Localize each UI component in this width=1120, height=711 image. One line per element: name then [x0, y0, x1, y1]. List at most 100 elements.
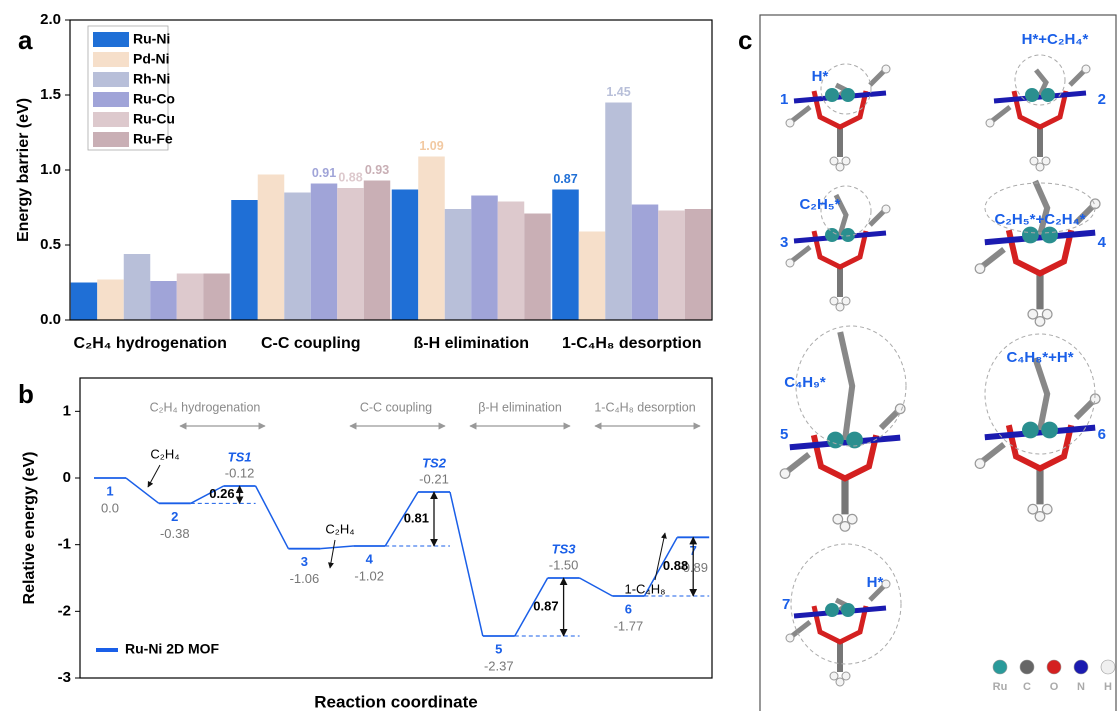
atom [1022, 422, 1039, 439]
element-ball [993, 660, 1007, 674]
atom [836, 303, 844, 311]
atom [825, 88, 839, 102]
y-tick-label: 1 [63, 402, 71, 419]
y-tick-label: -1 [58, 536, 71, 553]
atom [1041, 88, 1055, 102]
value-label: -0.21 [419, 471, 449, 486]
atom [882, 205, 890, 213]
atom [830, 157, 838, 165]
annotation: C₂H₄ [150, 446, 179, 461]
atom [1042, 157, 1050, 165]
panel-label: c [738, 25, 752, 55]
bar [124, 254, 151, 320]
stage-label: C-C coupling [360, 400, 432, 414]
legend-swatch [93, 32, 129, 47]
atom [827, 432, 844, 449]
bar [445, 209, 472, 320]
barrier-label: 0.87 [533, 598, 558, 613]
atom [847, 514, 857, 524]
structure-number: 3 [780, 234, 788, 251]
atom [1042, 309, 1052, 319]
legend-label: Pd-Ni [133, 51, 170, 67]
atom [895, 404, 905, 414]
bar [364, 181, 391, 321]
connector [126, 478, 159, 503]
atom [986, 119, 994, 127]
structure-number: 2 [1098, 91, 1106, 108]
structure-number: 4 [1098, 234, 1107, 251]
bar [579, 232, 606, 321]
bar [658, 211, 685, 321]
atom [786, 634, 794, 642]
adsorbate [840, 332, 852, 440]
legend-label: Rh-Ni [133, 71, 170, 87]
y-tick-label: 1.0 [40, 161, 61, 178]
x-tick-label: C-C coupling [261, 335, 361, 352]
y-tick-label: -3 [58, 669, 71, 686]
bar [498, 202, 525, 321]
panel-label: a [18, 25, 33, 55]
bar [685, 209, 712, 320]
value-label: -1.77 [614, 618, 644, 633]
x-tick-label: C₂H₄ hydrogenation [74, 335, 227, 352]
bar [632, 205, 659, 321]
value-label: 1.09 [419, 139, 443, 153]
structure-number: 1 [780, 91, 788, 108]
state-label: 5 [495, 641, 502, 656]
legend-label: Ru-Co [133, 91, 175, 107]
atom [1041, 422, 1058, 439]
molecule [786, 580, 890, 686]
element-label: Ru [993, 681, 1008, 693]
molecule [986, 65, 1090, 171]
atom [1041, 227, 1058, 244]
panel-label: b [18, 379, 34, 409]
state-label: TS3 [552, 541, 577, 556]
structure-label: C₂H₅* [799, 196, 840, 213]
value-label: -1.50 [549, 557, 579, 572]
y-tick-label: -2 [58, 602, 71, 619]
state-label: 2 [171, 509, 178, 524]
atom [841, 88, 855, 102]
bond [792, 107, 810, 121]
legend-swatch [93, 112, 129, 127]
value-label: 0.0 [101, 500, 119, 515]
value-label: 0.88 [338, 170, 362, 184]
y-tick-label: 0.5 [40, 236, 61, 253]
legend-label: Ru-Ni 2D MOF [125, 641, 220, 657]
bar [97, 280, 124, 321]
annotation: 1-C₄H₈ [624, 581, 665, 596]
barrier-label: 0.81 [404, 510, 429, 525]
atom [975, 459, 985, 469]
value-label: 0.91 [312, 166, 336, 180]
bar [605, 103, 632, 321]
atom [1022, 227, 1039, 244]
value-label: 0.87 [553, 172, 577, 186]
atom [975, 264, 985, 274]
bar [471, 196, 498, 321]
structure-label: C₂H₅*+C₂H₄* [994, 211, 1085, 228]
bond [870, 71, 884, 85]
atom [882, 65, 890, 73]
connector [256, 486, 289, 549]
legend-label: Ru-Fe [133, 131, 173, 147]
state-label: TS2 [422, 455, 447, 470]
bond [792, 622, 810, 636]
bond [982, 444, 1004, 461]
bond [787, 454, 809, 471]
structure-number: 7 [782, 596, 790, 613]
legend-swatch [93, 52, 129, 67]
structure-label: C₄H₉* [784, 374, 826, 391]
atom [842, 157, 850, 165]
stage-label: β-H elimination [478, 400, 562, 414]
annotation-arrow [148, 465, 160, 487]
y-tick-label: 2.0 [40, 11, 61, 28]
atom [842, 672, 850, 680]
stage-label: C₂H₄ hydrogenation [150, 400, 261, 414]
element-label: N [1077, 681, 1085, 693]
bar [150, 281, 177, 320]
y-axis-label: Relative energy (eV) [21, 452, 38, 605]
atom [833, 514, 843, 524]
element-ball [1074, 660, 1088, 674]
value-label: -0.38 [160, 526, 190, 541]
bar [311, 184, 338, 321]
